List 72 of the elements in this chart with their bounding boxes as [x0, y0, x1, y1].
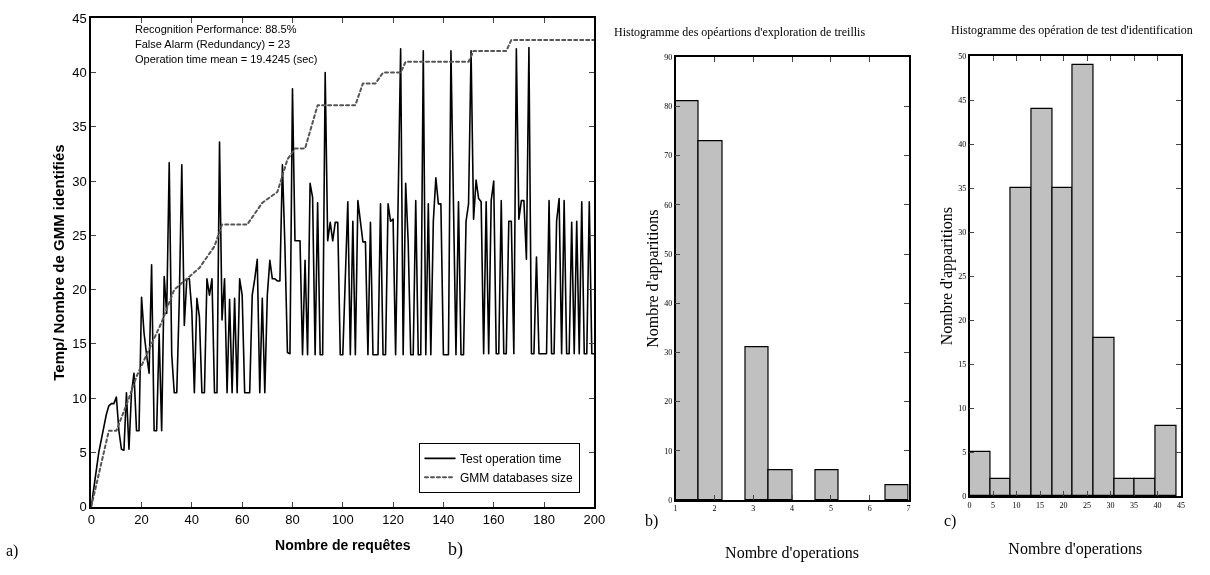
annotation: False Alarm (Redundancy) = 23: [135, 38, 290, 50]
y-tick-label: 90: [664, 52, 673, 62]
x-tick-label: 45: [1177, 500, 1186, 510]
x-tick-label: 3: [751, 504, 756, 514]
x-tick-label: 20: [1059, 500, 1068, 510]
y-tick-label: 25: [72, 227, 87, 243]
text: a): [6, 542, 19, 560]
y-tick-label: 0: [962, 491, 967, 501]
x-tick-label: 1: [673, 504, 678, 514]
y-axis-title: Nombre d'apparitions: [643, 209, 662, 348]
annotation: Recognition Performance: 88.5%: [135, 23, 297, 35]
x-tick-label: 20: [134, 512, 149, 528]
x-tick-label: 30: [1106, 500, 1115, 510]
y-tick-label: 20: [72, 282, 87, 298]
y-tick-label: 60: [664, 200, 673, 210]
text: b): [645, 512, 659, 530]
x-tick-label: 5: [828, 504, 833, 514]
y-tick-label: 30: [958, 227, 967, 237]
x-tick-label: 6: [867, 504, 872, 514]
x-tick-label: 140: [432, 512, 455, 528]
y-tick-label: 15: [958, 359, 967, 369]
x-tick-label: 10: [1012, 500, 1021, 510]
y-axis-title: Nombre d'apparitions: [937, 206, 956, 346]
chart-title: Histogramme des opéartions d'exploration de treillis: [614, 25, 866, 39]
y-tick-label: 20: [958, 315, 967, 325]
x-tick-label: 4: [790, 504, 795, 514]
y-tick-label: 20: [664, 397, 673, 407]
y-tick-label: 15: [72, 336, 87, 352]
x-tick-label: 60: [234, 512, 250, 528]
y-tick-label: 35: [958, 183, 967, 193]
x-tick-label: 80: [285, 512, 300, 528]
y-tick-label: 25: [958, 271, 967, 281]
x-tick-label: 40: [1153, 500, 1162, 510]
x-tick-label: 35: [1130, 500, 1139, 510]
y-tick-label: 10: [958, 403, 967, 413]
legend-label: GMM databases size: [459, 471, 574, 486]
y-axis-title: Temp/ Nombre de GMM identifiés: [49, 144, 67, 381]
y-tick-label: 30: [664, 348, 673, 358]
x-tick-label: 120: [382, 512, 404, 528]
y-tick-label: 40: [72, 65, 87, 81]
y-tick-label: 35: [72, 119, 87, 135]
x-axis-title: Nombre de requêtes: [275, 537, 411, 554]
y-tick-label: 30: [72, 173, 87, 189]
y-tick-label: 70: [664, 151, 673, 161]
text: b): [448, 539, 463, 560]
x-tick-label: 180: [533, 512, 555, 528]
y-tick-label: 5: [79, 445, 87, 460]
x-axis-title: Nombre d'operations: [725, 543, 860, 562]
y-tick-label: 10: [664, 446, 673, 456]
x-tick-label: 100: [331, 512, 354, 528]
y-tick-label: 40: [664, 299, 673, 309]
x-tick-label: 2: [712, 504, 717, 514]
y-tick-label: 50: [664, 249, 673, 259]
y-tick-label: 10: [72, 390, 87, 406]
y-tick-label: 40: [958, 139, 967, 149]
x-tick-label: 7: [906, 504, 911, 514]
x-tick-label: 200: [583, 512, 606, 528]
chart-title: Histogramme des opération de test d'identification: [951, 23, 1193, 37]
x-tick-label: 40: [184, 512, 200, 528]
x-axis-title: Nombre d'operations: [1008, 539, 1143, 558]
y-tick-label: 50: [958, 51, 967, 61]
legend-label: Test operation time: [459, 452, 562, 467]
y-tick-label: 45: [958, 95, 967, 105]
x-tick-label: 25: [1083, 500, 1092, 510]
text: c): [944, 512, 957, 530]
x-tick-label: 15: [1036, 500, 1045, 510]
y-tick-label: 5: [962, 447, 967, 457]
y-tick-label: 45: [72, 10, 87, 26]
annotation: Operation time mean = 19.4245 (sec): [135, 53, 318, 65]
x-tick-label: 5: [991, 500, 996, 510]
x-tick-label: 160: [482, 512, 505, 528]
y-tick-label: 80: [664, 102, 673, 112]
